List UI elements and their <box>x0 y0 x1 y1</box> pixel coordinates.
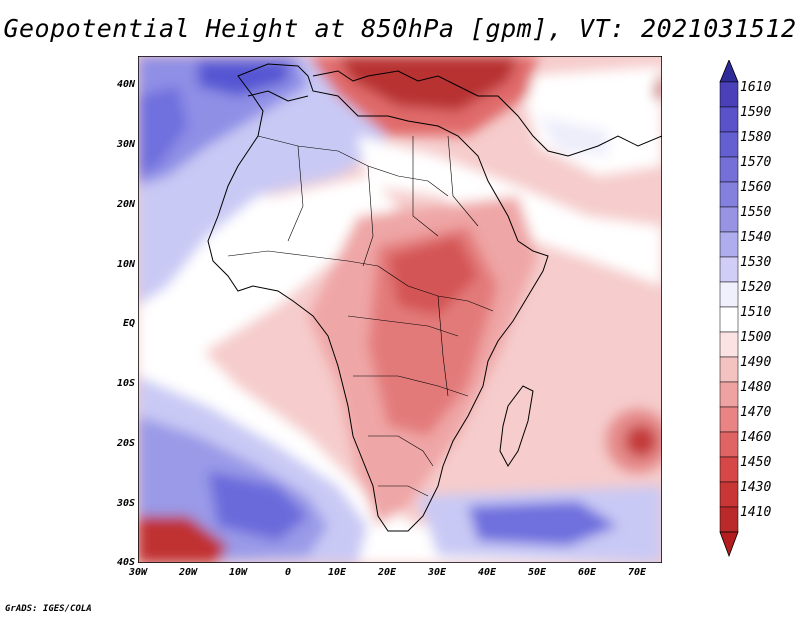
legend-label-1530: 1530 <box>740 255 772 270</box>
colorbar-bottom-arrow <box>719 531 739 558</box>
lon-label-70e: 70E <box>627 567 647 578</box>
colorbar-swatch-1430 <box>719 456 739 483</box>
colorbar-legend: 1610 1590 1580 1570 1560 1550 1540 1530 … <box>718 60 798 560</box>
colorbar-swatch-1480 <box>719 356 739 383</box>
field-midblue-se <box>468 501 618 546</box>
legend-label-1560: 1560 <box>740 180 772 195</box>
colorbar-swatch-1570 <box>719 131 739 158</box>
lat-label-30s: 30S <box>116 498 135 509</box>
legend-label-1590: 1590 <box>740 105 772 120</box>
field-deepblue-sw <box>208 471 308 541</box>
legend-label-1550: 1550 <box>740 205 772 220</box>
legend-label-1480: 1480 <box>740 380 772 395</box>
lon-label-40e: 40E <box>477 567 497 578</box>
field-deepred-central <box>388 236 478 316</box>
colorbar-swatch-1460 <box>719 406 739 433</box>
colorbar-swatch-lowest <box>719 506 739 533</box>
legend-label-1580: 1580 <box>740 130 772 145</box>
lat-label-20s: 20S <box>116 438 135 449</box>
lon-label-20e: 20E <box>377 567 397 578</box>
legend-label-1570: 1570 <box>740 155 772 170</box>
legend-label-1500: 1500 <box>740 330 772 345</box>
legend-label-1450: 1450 <box>740 455 772 470</box>
colorbar-swatch-1490 <box>719 331 739 358</box>
lon-label-60e: 60E <box>577 567 597 578</box>
colorbar-swatch-1470 <box>719 381 739 408</box>
legend-label-1540: 1540 <box>740 230 772 245</box>
lon-label-10w: 10W <box>228 567 248 578</box>
field-deepred-med <box>338 56 518 111</box>
footer-credit: GrADS: IGES/COLA <box>5 604 92 614</box>
field-red-low-core <box>625 425 657 457</box>
field-white-middle-east <box>518 66 662 176</box>
field-midblue-nw <box>138 56 308 186</box>
lat-label-eq: EQ <box>122 318 135 329</box>
legend-label-1430: 1430 <box>740 480 772 495</box>
field-deepblue-nw <box>198 61 288 96</box>
colorbar-swatch-1530 <box>719 231 739 258</box>
field-midblue-west-edge <box>138 86 188 176</box>
legend-label-1460: 1460 <box>740 430 772 445</box>
colorbar-swatch-1500 <box>719 306 739 333</box>
colorbar-swatch-1410 <box>719 481 739 508</box>
country-borders <box>227 135 494 497</box>
lon-label-0: 0 <box>284 567 292 578</box>
lon-label-30w: 30W <box>128 567 148 578</box>
legend-label-1410: 1410 <box>740 505 772 520</box>
map-title: Geopotential Height at 850hPa [gpm], VT:… <box>3 14 797 43</box>
field-lightblue-iran <box>538 116 608 156</box>
lon-label-10e: 10E <box>327 567 347 578</box>
field-deepred-sw <box>138 516 228 563</box>
legend-label-1490: 1490 <box>740 355 772 370</box>
colorbar-swatch-1550 <box>719 181 739 208</box>
lat-label-20n: 20N <box>116 199 135 210</box>
colorbar-swatch-1590 <box>719 81 739 108</box>
map-plot-area[interactable] <box>138 56 662 563</box>
colorbar-swatch-1450 <box>719 431 739 458</box>
lon-label-20w: 20W <box>178 567 198 578</box>
field-deepred-ne <box>653 76 662 101</box>
colorbar-swatch-1580 <box>719 106 739 133</box>
legend-label-1510: 1510 <box>740 305 772 320</box>
lat-label-10n: 10N <box>116 259 135 270</box>
coastlines <box>207 63 662 532</box>
legend-label-1610: 1610 <box>740 80 772 95</box>
colorbar-swatch-1520 <box>719 256 739 283</box>
lon-label-50e: 50E <box>527 567 547 578</box>
colorbar-swatch-1510 <box>719 281 739 308</box>
lon-label-30e: 30E <box>427 567 447 578</box>
lat-label-10s: 10S <box>116 378 135 389</box>
colorbar-swatch-1560 <box>719 156 739 183</box>
colorbar-swatch-1540 <box>719 206 739 233</box>
colorbar-top-arrow <box>719 60 739 83</box>
madagascar <box>499 385 534 467</box>
geopotential-map <box>138 56 662 563</box>
lat-label-40n: 40N <box>116 79 135 90</box>
legend-label-1520: 1520 <box>740 280 772 295</box>
colorbar-swatches <box>719 60 739 558</box>
legend-label-1470: 1470 <box>740 405 772 420</box>
lat-label-40s: 40S <box>116 557 135 568</box>
lat-label-30n: 30N <box>116 139 135 150</box>
